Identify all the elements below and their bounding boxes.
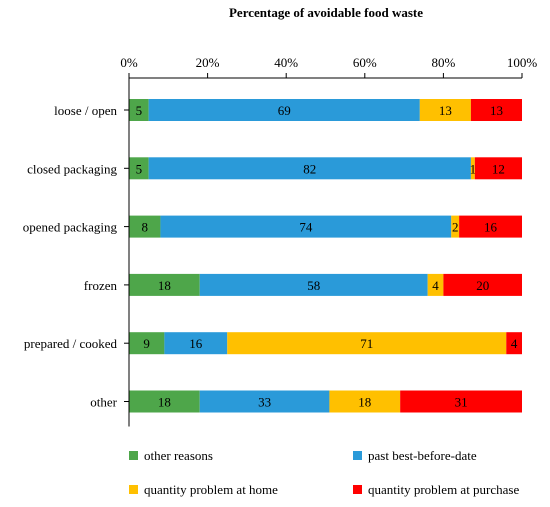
legend-swatch [353, 485, 362, 494]
legend-label: quantity problem at home [144, 482, 278, 497]
bar-segment [470, 157, 475, 180]
legend-label: past best-before-date [368, 448, 477, 463]
data-label: 2 [452, 220, 459, 235]
data-label: 8 [141, 220, 148, 235]
bar-segment [506, 332, 522, 355]
data-label: 20 [476, 278, 489, 293]
bar-segment [129, 332, 165, 355]
bar-segment [419, 99, 471, 121]
legend-swatch [129, 451, 138, 460]
category-label: frozen [84, 278, 118, 293]
bar-segment [427, 273, 444, 296]
data-label: 82 [303, 161, 316, 176]
data-label: 74 [299, 220, 313, 235]
data-label: 1 [470, 161, 477, 176]
chart-title: Percentage of avoidable food waste [229, 5, 423, 20]
data-label: 18 [158, 395, 171, 410]
bar-segment [227, 332, 507, 355]
data-label: 9 [143, 336, 150, 351]
bar-segment [129, 99, 149, 121]
bar-segment [148, 99, 420, 121]
bar-segment [199, 390, 330, 413]
data-label: 71 [360, 336, 373, 351]
bar-segment [400, 390, 522, 413]
data-label: 58 [307, 278, 320, 293]
x-tick-label: 40% [274, 55, 298, 70]
data-label: 12 [492, 161, 505, 176]
data-label: 18 [158, 278, 171, 293]
bar-segment [329, 390, 401, 413]
category-label: loose / open [54, 103, 117, 118]
x-tick-label: 60% [353, 55, 377, 70]
data-label: 5 [136, 103, 143, 118]
x-tick-label: 100% [507, 55, 538, 70]
bars: 5 69 13 13 5 82 1 12 8 74 2 16 18 58 4 20 9 16 71 4 18 33 18 31 [129, 99, 522, 413]
x-axis: 0% 20% 40% 60% 80% 100% [120, 55, 538, 79]
x-tick-label: 80% [431, 55, 455, 70]
bar-segment [451, 215, 460, 238]
category-label: closed packaging [27, 161, 117, 176]
category-label: prepared / cooked [24, 336, 118, 351]
bar-segment [148, 157, 471, 180]
data-label: 31 [455, 395, 468, 410]
data-label: 16 [484, 220, 498, 235]
legend: other reasons past best-before-date quanti… [129, 448, 519, 497]
bar-segment [443, 273, 522, 296]
bar-segment [470, 99, 522, 121]
bar-segment [459, 215, 522, 238]
x-tick-label: 20% [196, 55, 220, 70]
category-label: opened packaging [23, 220, 118, 235]
category-label: other [90, 395, 117, 410]
data-label: 4 [432, 278, 439, 293]
bar-segment [129, 157, 149, 180]
bar-segment [160, 215, 452, 238]
legend-label: quantity problem at purchase [368, 482, 519, 497]
data-label: 4 [511, 336, 518, 351]
data-label: 13 [490, 103, 503, 118]
data-label: 5 [136, 161, 143, 176]
bar-segment [164, 332, 228, 355]
data-label: 16 [189, 336, 203, 351]
bar-segment [199, 273, 428, 296]
data-label: 69 [278, 103, 291, 118]
legend-label: other reasons [144, 448, 213, 463]
x-tick-label: 0% [120, 55, 138, 70]
bar-segment [129, 390, 200, 413]
legend-swatch [353, 451, 362, 460]
data-label: 33 [258, 395, 271, 410]
legend-swatch [129, 485, 138, 494]
bar-segment [474, 157, 522, 180]
category-labels: loose / open closed packaging opened packa… [23, 78, 130, 427]
bar-segment [129, 273, 200, 296]
data-label: 18 [358, 395, 371, 410]
data-label: 13 [439, 103, 452, 118]
bar-segment [129, 215, 161, 238]
